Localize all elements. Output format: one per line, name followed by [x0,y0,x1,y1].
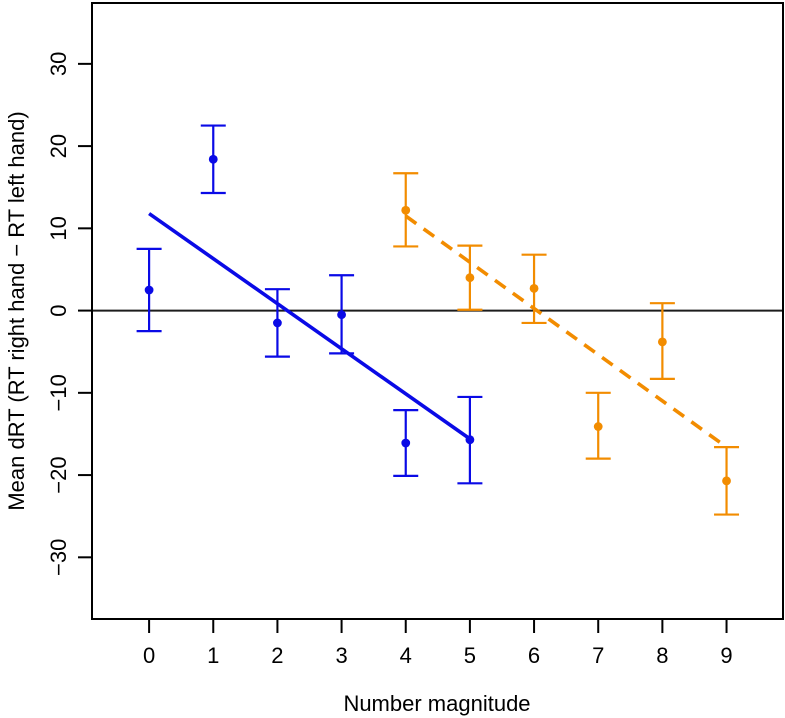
orange-series-fit-line [404,214,728,449]
x-tick-label: 4 [400,643,412,668]
data-point [465,273,475,283]
y-tick-label: −20 [46,456,71,493]
x-tick-label: 2 [271,643,283,668]
data-point [144,285,154,295]
y-tick-label: 30 [46,52,71,76]
data-point [465,435,475,445]
data-point [208,154,218,164]
y-tick-label: 10 [46,216,71,240]
x-tick-label: 9 [720,643,732,668]
x-tick-label: 6 [528,643,540,668]
x-tick-label: 0 [143,643,155,668]
data-point [593,422,603,431]
data-point [722,476,731,486]
blue-series-fit-line [148,212,471,441]
y-tick-label: 0 [46,304,71,316]
data-point [273,318,282,328]
y-tick-label: 20 [46,134,71,158]
x-tick-label: 3 [335,643,347,668]
plot-border [91,2,784,620]
x-tick-label: 1 [207,643,219,668]
data-point [401,438,411,448]
data-point [529,283,539,293]
data-point [657,337,667,347]
y-tick-label: −30 [46,539,71,576]
x-tick-label: 8 [656,643,668,668]
x-tick-label: 7 [592,643,604,668]
y-tick-label: −10 [46,374,71,411]
data-point [337,310,346,320]
x-axis-title: Number magnitude [343,691,530,716]
x-tick-label: 5 [464,643,476,668]
plot-layer: 0 1 2 3 4 5 6 7 8 9 −30 −20 −10 0 10 20 30 [46,2,784,668]
data-point [401,205,411,215]
y-axis-title: Mean dRT (RT right hand − RT left hand) [4,111,29,510]
